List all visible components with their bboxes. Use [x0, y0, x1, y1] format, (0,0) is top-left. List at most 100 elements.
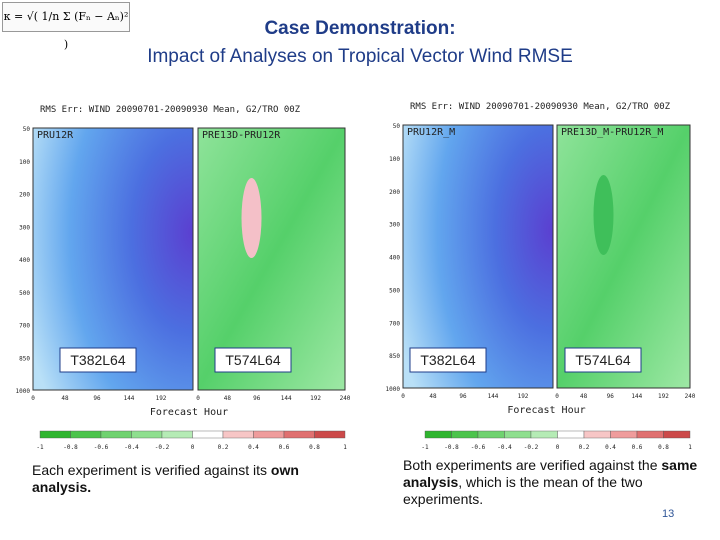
x-tick-label: 240: [685, 393, 696, 400]
x-tick-label: 96: [459, 393, 467, 400]
y-tick-label: 850: [389, 353, 400, 360]
caption-bold: own analysis.: [32, 462, 299, 495]
colorbar-tick: 0: [556, 444, 560, 451]
formula: κ = √( 1/n Σ (Fₙ − Aₙ)² ): [2, 2, 130, 51]
y-tick-label: 400: [389, 255, 400, 262]
colorbar-block: [557, 430, 585, 439]
colorbar-block: [663, 430, 691, 439]
caption-text: Each experiment is verified against its: [32, 462, 271, 478]
colorbar-block: [39, 430, 71, 439]
colorbar-block: [161, 430, 193, 439]
x-tick-label: 144: [124, 395, 135, 402]
contour-region: [241, 178, 262, 258]
colorbar-tick: 0.4: [605, 444, 616, 451]
y-tick-label: 700: [19, 323, 30, 330]
colorbar-tick: -0.4: [124, 444, 139, 451]
colorbar-tick: 1: [688, 444, 692, 451]
x-tick-label: 192: [658, 393, 669, 400]
x-tick-label: 144: [281, 395, 292, 402]
colorbar-tick: 0.6: [279, 444, 290, 451]
y-tick-label: 500: [389, 287, 400, 294]
panel-label: PRE13D_M-PRU12R_M: [561, 127, 663, 138]
model-label: T382L64: [70, 352, 125, 368]
colorbar-tick: -0.4: [497, 444, 512, 451]
y-tick-label: 500: [19, 290, 30, 297]
model-box: [214, 347, 292, 373]
colorbar-block: [610, 430, 638, 439]
model-label: T574L64: [225, 352, 280, 368]
x-tick-label: 0: [401, 393, 405, 400]
y-tick-label: 100: [389, 156, 400, 163]
y-tick-label: 1000: [386, 386, 401, 393]
plot-title: RMS Err: WIND 20090701-20090930 Mean, G2…: [410, 102, 671, 112]
colorbar-tick: 0.2: [218, 444, 229, 451]
model-box: [59, 347, 137, 373]
colorbar-tick: -0.8: [63, 444, 78, 451]
x-tick-label: 96: [607, 393, 615, 400]
plots: RMS Err: WIND 20090701-20090930 Mean, G2…: [16, 102, 696, 451]
colorbar-block: [504, 430, 532, 439]
colorbar-block: [131, 430, 163, 439]
x-axis-label: Forecast Hour: [507, 405, 585, 416]
caption-text: , which is the mean of the two experimen…: [403, 474, 643, 507]
colorbar-block: [70, 430, 102, 439]
contour-left: [402, 124, 554, 389]
y-tick-label: 400: [19, 257, 30, 264]
y-tick-label: 1000: [16, 388, 31, 395]
y-tick-label: 700: [389, 320, 400, 327]
y-tick-label: 50: [393, 123, 401, 130]
x-tick-label: 96: [93, 395, 101, 402]
caption-text: Both experiments are verified against th…: [403, 457, 662, 473]
x-tick-label: 0: [555, 393, 559, 400]
colorbar-block: [636, 430, 664, 439]
y-tick-label: 300: [19, 224, 30, 231]
colorbar-tick: -1: [36, 444, 44, 451]
model-box: [409, 347, 487, 373]
subtitle: Impact of Analyses on Tropical Vector Wi…: [147, 46, 573, 67]
page-number: 13: [662, 508, 675, 520]
y-tick-label: 50: [23, 126, 31, 133]
x-tick-label: 192: [310, 395, 321, 402]
colorbar-tick: 0.8: [309, 444, 320, 451]
title: Case Demonstration:: [264, 18, 456, 39]
plot-title: RMS Err: WIND 20090701-20090930 Mean, G2…: [40, 105, 301, 115]
colorbar-block: [222, 430, 254, 439]
caption-bold: same analysis: [403, 457, 698, 490]
colorbar-block: [424, 430, 452, 439]
contour-region: [593, 175, 614, 255]
panel-label: PRU12R_M: [407, 127, 455, 138]
x-tick-label: 0: [31, 395, 35, 402]
colorbar-tick: -0.6: [471, 444, 486, 451]
panel-label: PRE13D-PRU12R: [202, 130, 281, 141]
x-tick-label: 144: [488, 393, 499, 400]
colorbar-block: [283, 430, 315, 439]
x-tick-label: 0: [196, 395, 200, 402]
y-tick-label: 200: [19, 192, 30, 199]
x-tick-label: 144: [631, 393, 642, 400]
model-label: T382L64: [420, 352, 475, 368]
colorbar-tick: -0.8: [444, 444, 459, 451]
colorbar-tick: -0.6: [94, 444, 109, 451]
colorbar-block: [451, 430, 479, 439]
x-tick-label: 48: [580, 393, 588, 400]
x-tick-label: 48: [429, 393, 437, 400]
colorbar-block: [477, 430, 505, 439]
colorbar-block: [253, 430, 285, 439]
contour-left: [32, 127, 194, 391]
x-tick-label: 48: [61, 395, 69, 402]
y-tick-label: 100: [19, 159, 30, 166]
colorbar-tick: 0.6: [632, 444, 643, 451]
colorbar-tick: -0.2: [524, 444, 539, 451]
contour-right: [197, 127, 346, 391]
colorbar-block: [314, 430, 346, 439]
x-tick-label: 96: [253, 395, 261, 402]
colorbar-tick: -0.2: [155, 444, 170, 451]
x-tick-label: 192: [156, 395, 167, 402]
y-tick-label: 200: [389, 189, 400, 196]
contour-right: [556, 124, 691, 389]
y-tick-label: 300: [389, 222, 400, 229]
colorbar-tick: 0.4: [248, 444, 259, 451]
colorbar-block: [530, 430, 558, 439]
colorbar-tick: 0.2: [579, 444, 590, 451]
colorbar-block: [583, 430, 611, 439]
